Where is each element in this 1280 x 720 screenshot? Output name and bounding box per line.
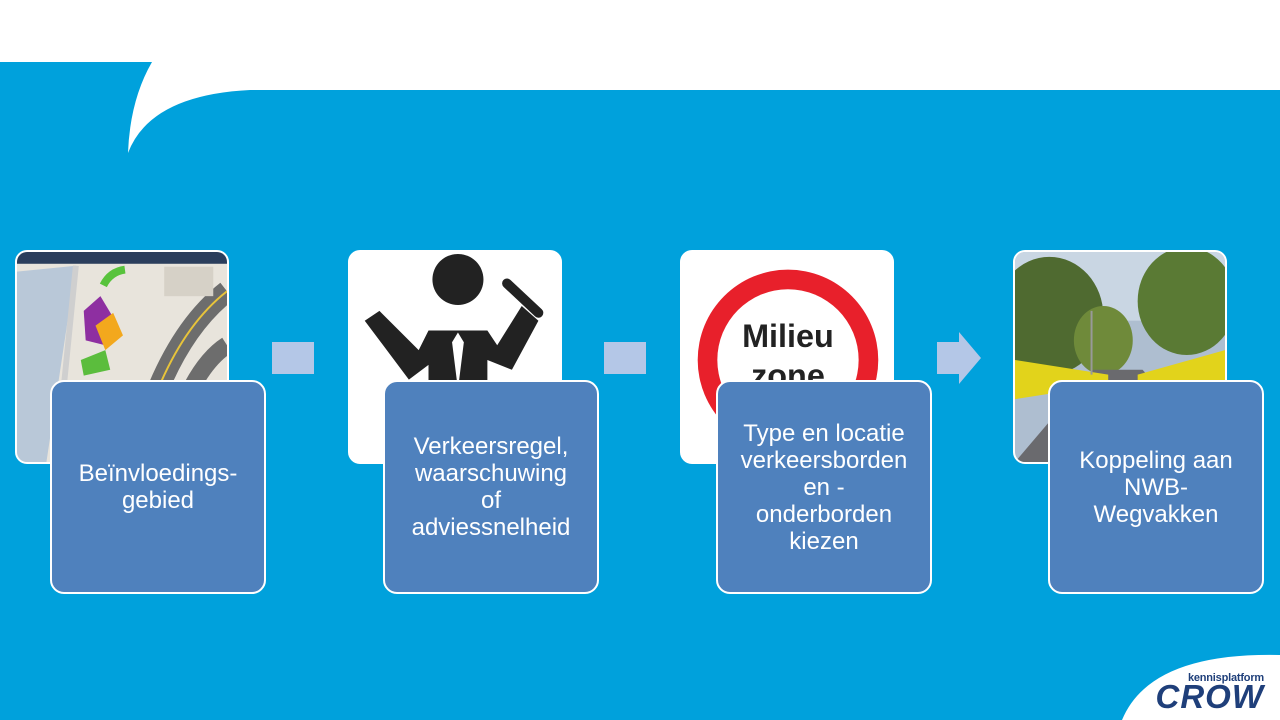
step-1-label: Beïnvloedings- gebied bbox=[78, 460, 238, 514]
step-4-label: Koppeling aan NWB- Wegvakken bbox=[1079, 446, 1233, 528]
step-2-label: Verkeersregel, waarschuwing of adviessne… bbox=[411, 433, 571, 541]
step-3-label: Type en locatie verkeersborden en - onde… bbox=[740, 419, 908, 555]
step-3-box: Type en locatie verkeersborden en - onde… bbox=[716, 380, 932, 594]
connector-1 bbox=[272, 342, 314, 374]
step-2-box: Verkeersregel, waarschuwing of adviessne… bbox=[383, 380, 599, 594]
connector-2 bbox=[604, 342, 646, 374]
crow-logo: kennisplatform CROW bbox=[1155, 672, 1268, 715]
step-1-box: Beïnvloedings- gebied bbox=[50, 380, 266, 594]
step-4-box: Koppeling aan NWB- Wegvakken bbox=[1048, 380, 1264, 594]
logo-subtitle: kennisplatform bbox=[1187, 672, 1264, 684]
logo-wordmark: CROW bbox=[1155, 678, 1264, 715]
connector-arrow-icon bbox=[937, 332, 981, 384]
sign-line-1: Milieu bbox=[742, 318, 834, 354]
